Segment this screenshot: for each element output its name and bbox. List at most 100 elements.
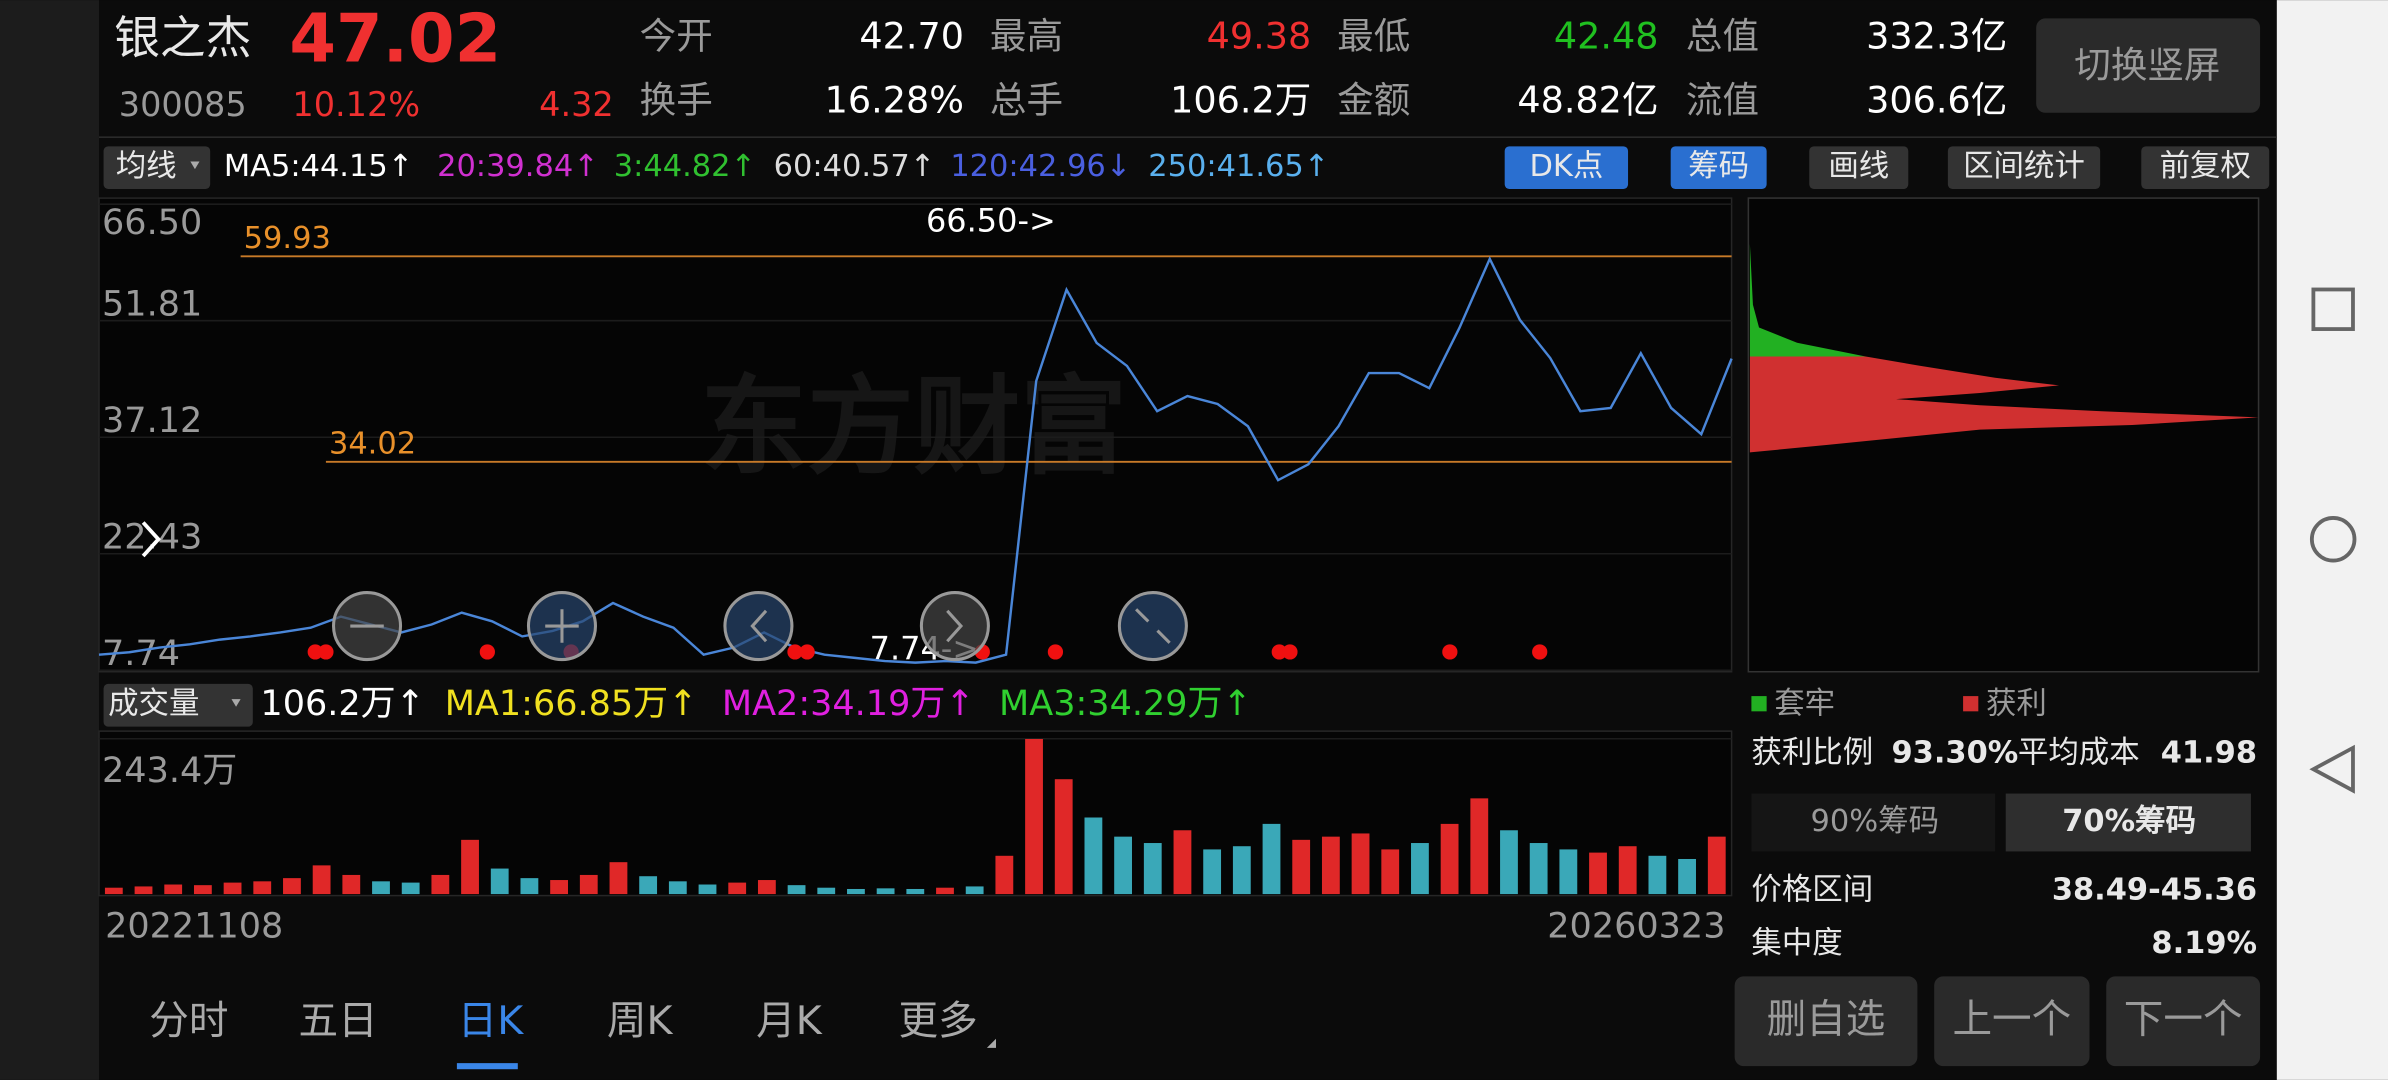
- y-tick-label: 37.12: [102, 400, 202, 441]
- nav-recent[interactable]: [2311, 287, 2355, 331]
- period-tab[interactable]: 五日: [299, 998, 378, 1044]
- action-button[interactable]: [1934, 976, 2090, 1067]
- profit-value: 93.30%: [1892, 735, 2019, 770]
- nav-back[interactable]: [2309, 744, 2355, 794]
- nav-home[interactable]: [2309, 516, 2357, 563]
- reference-label: 59.93: [244, 221, 331, 256]
- legend-loss: 套牢: [1774, 687, 1835, 722]
- toolbar-button-label: 筹码: [1688, 149, 1749, 184]
- volume-bar: [1351, 833, 1370, 895]
- y-tick-label: 51.81: [102, 283, 202, 324]
- stock-name: 银之杰: [114, 12, 251, 65]
- chart-controls[interactable]: [332, 591, 1188, 662]
- ma-items: MA5:44.15↑ 20:39.84↑ 3:44.82↑ 60:40.57↑ 120:…: [224, 149, 1329, 184]
- volume-bar: [1203, 849, 1222, 895]
- stat-label: 总手: [990, 79, 1063, 122]
- change-pct: 10.12%: [292, 85, 420, 124]
- volume-bar: [1618, 846, 1637, 895]
- legend-swatch: [1963, 696, 1979, 712]
- stat-label: 换手: [640, 79, 713, 122]
- volume-bar: [1470, 798, 1489, 895]
- volume-bar: [995, 855, 1014, 895]
- change: 4.32: [539, 85, 614, 124]
- volume-bar: [1648, 855, 1667, 895]
- volume-legend-item: MA3:34.29万↑: [999, 683, 1252, 724]
- volume-bar: [965, 886, 984, 895]
- dropdown-icon: [231, 699, 241, 707]
- tab-70[interactable]: [2005, 793, 2251, 852]
- period-tab[interactable]: 分时: [149, 998, 228, 1044]
- profit-label: 获利比例: [1751, 735, 1873, 770]
- ma-item: 250:41.65↑: [1148, 149, 1329, 184]
- price-chart: 66.5051.8137.1222.437.7459.9334.0266.50-…: [98, 201, 1733, 674]
- period-tab[interactable]: 更多: [899, 998, 978, 1044]
- volume-legend-item: 106.2万↑: [260, 683, 425, 724]
- volume-bar: [1707, 836, 1726, 895]
- ma-item: 120:42.96↓: [950, 149, 1131, 184]
- volume-bar: [906, 888, 925, 895]
- y-tick-label: 22.43: [102, 516, 202, 557]
- stock-price: 47.02: [289, 0, 501, 77]
- left-edge: [0, 0, 99, 1080]
- volume-bar: [223, 882, 242, 895]
- volume-bar: [1025, 739, 1043, 895]
- volume-bar: [876, 888, 895, 895]
- period-tab[interactable]: 月K: [756, 998, 823, 1044]
- action-button[interactable]: [1734, 976, 1918, 1067]
- volume-bar: [1678, 858, 1696, 895]
- stat-value: 42.70: [859, 15, 964, 58]
- action-button[interactable]: [2106, 976, 2261, 1067]
- signal-dots: [307, 644, 1548, 660]
- volume-label: 成交量: [108, 687, 199, 722]
- volume-bar: [401, 882, 420, 895]
- volume-selector[interactable]: [103, 683, 253, 727]
- volume-bar: [1500, 830, 1518, 895]
- volume-bar: [817, 887, 836, 895]
- chip-loss: [1749, 243, 1866, 357]
- ma-selector[interactable]: [103, 146, 211, 189]
- more-icon: [986, 1038, 997, 1048]
- rotate-button[interactable]: [2036, 18, 2261, 113]
- volume-bar: [757, 880, 776, 895]
- dropdown-icon: [190, 161, 200, 170]
- stat-label: 流值: [1686, 79, 1759, 122]
- conc-label: 集中度: [1751, 926, 1842, 961]
- volume-bar: [1559, 849, 1578, 895]
- toolbar-button-label: DK点: [1529, 149, 1603, 184]
- tab-90[interactable]: [1751, 793, 1996, 852]
- stat-value: 48.82亿: [1517, 79, 1658, 122]
- volume-bar: [1262, 823, 1281, 895]
- toolbar-button[interactable]: [1504, 146, 1629, 189]
- volume-bar: [936, 887, 954, 895]
- stat-label: 今开: [640, 15, 713, 58]
- y-tick-label: 243.4万: [102, 750, 237, 791]
- volume-bar: [1381, 849, 1400, 895]
- volume-bar: [668, 881, 687, 895]
- period-tab[interactable]: 周K: [607, 998, 674, 1044]
- toolbar-button[interactable]: [1670, 146, 1767, 189]
- stat-value: 306.6亿: [1866, 79, 2007, 122]
- toolbar-button-label: 区间统计: [1963, 149, 2085, 184]
- stat-value: 332.3亿: [1866, 15, 2007, 58]
- volume-bar: [520, 878, 539, 895]
- action-label: 删自选: [1767, 997, 1886, 1043]
- expand-arrow[interactable]: [141, 521, 161, 558]
- volume-bar: [579, 874, 598, 895]
- volume-bar: [550, 880, 568, 895]
- stat-label: 总值: [1686, 15, 1759, 58]
- volume-bar: [698, 884, 717, 895]
- volume-bar: [283, 878, 301, 895]
- toolbar-button[interactable]: [2141, 146, 2270, 189]
- chip-profit: [1749, 356, 2259, 453]
- period-tab[interactable]: 日K: [458, 998, 525, 1044]
- volume-bar: [609, 862, 628, 895]
- volume-legend: 106.2万↑ MA1:66.85万↑ MA2:34.19万↑ MA3:34.29万↑: [260, 683, 1251, 724]
- toolbar-button-label: 画线: [1828, 149, 1889, 184]
- ma-item: 3:44.82↑: [614, 149, 756, 184]
- toolbar-button[interactable]: [1947, 146, 2101, 189]
- stat-label: 金额: [1337, 79, 1410, 122]
- cost-label: 平均成本: [2018, 735, 2140, 770]
- toolbar-button[interactable]: [1809, 146, 1909, 189]
